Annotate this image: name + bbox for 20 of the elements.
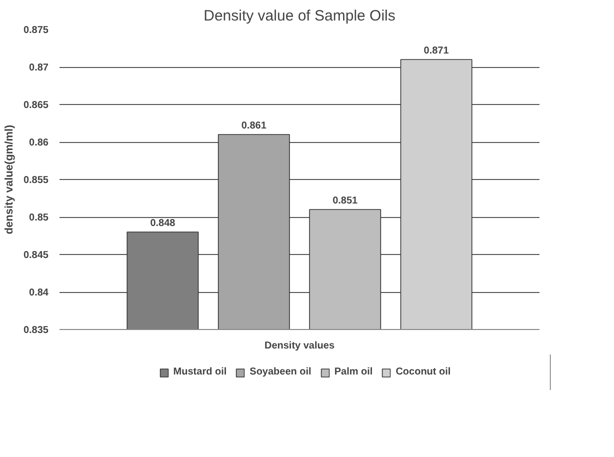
- y-tick-label: 0.85: [29, 212, 49, 224]
- data-label: 0.861: [241, 120, 267, 132]
- y-tick-label: 0.855: [23, 175, 49, 186]
- y-tick-label: 0.875: [23, 25, 49, 36]
- data-label: 0.848: [150, 218, 176, 229]
- data-label: 0.871: [424, 46, 450, 56]
- legend-label: Palm oil: [334, 366, 373, 378]
- y-tick-label: 0.845: [23, 250, 49, 261]
- legend-label: Coconut oil: [396, 366, 451, 378]
- x-tick-label: Density values: [264, 340, 335, 352]
- y-tick-label: 0.835: [23, 325, 49, 336]
- y-tick-label: 0.86: [29, 138, 49, 148]
- chart-title: Density value of Sample Oils: [204, 8, 396, 24]
- y-tick-label: 0.865: [23, 100, 49, 111]
- legend-label: Mustard oil: [173, 366, 227, 378]
- y-axis-title: density value(gm/ml): [3, 124, 16, 234]
- legend-label: Soyabeen oil: [250, 366, 312, 378]
- data-label: 0.851: [332, 196, 358, 206]
- y-tick-label: 0.87: [29, 62, 49, 74]
- y-tick-label: 0.84: [29, 288, 49, 298]
